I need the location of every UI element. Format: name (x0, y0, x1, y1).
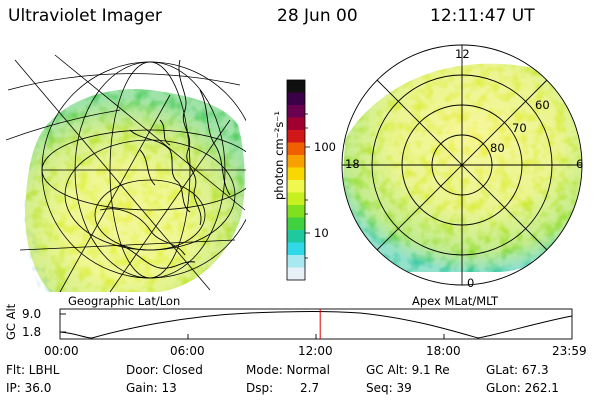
mlat-label-60: 60 (535, 98, 550, 112)
colorbar-cell (287, 117, 305, 131)
status-ip: IP: 36.0 (6, 381, 52, 395)
time-tick-2359: 23:59 (552, 344, 587, 358)
status-gc-alt: GC Alt: 9.1 Re (366, 363, 450, 377)
date-label: 28 Jun 00 (277, 6, 358, 26)
status-dsp-value: 2.7 (300, 381, 320, 395)
instrument-title: Ultraviolet Imager (8, 6, 162, 26)
colorbar-cell (287, 92, 305, 106)
colorbar-cell (287, 180, 305, 193)
time-tick-1200: 12:00 (298, 344, 333, 358)
altitude-ytick-9: 9.0 (22, 307, 42, 321)
colorbar-cell (287, 230, 305, 243)
altitude-ytick-1-8: 1.8 (22, 325, 42, 339)
status-mode: Mode: Normal (246, 363, 330, 377)
status-dsp-label: Dsp: (246, 381, 274, 395)
colorbar-cell (287, 242, 305, 256)
mlat-label-70: 70 (512, 121, 527, 135)
colorbar-cell (287, 167, 305, 181)
apex-polar-image (341, 44, 583, 286)
colorbar-cell (287, 155, 305, 168)
colorbar-cell (287, 255, 305, 268)
status-seq: Seq: 39 (366, 381, 412, 395)
mlt-label-6: 6 (576, 157, 584, 171)
colorbar-cell (287, 130, 305, 143)
colorbar-cell (287, 205, 305, 218)
colorbar-tick-100: 100 (314, 140, 336, 154)
colorbar-tick-10: 10 (314, 226, 329, 240)
status-filter: Flt: LBHL (6, 363, 60, 377)
geographic-image (6, 54, 246, 293)
time-label: 12:11:47 UT (430, 6, 535, 26)
altitude-ylabel: GC Alt (4, 303, 18, 340)
time-tick-0000: 00:00 (44, 344, 79, 358)
geographic-caption: Geographic Lat/Lon (68, 294, 181, 308)
color-scale-bar (286, 79, 310, 281)
apex-caption: Apex MLat/MLT (412, 294, 499, 308)
mlt-label-0: 0 (467, 276, 475, 290)
colorbar-cell (287, 192, 305, 206)
colorbar-cell (287, 267, 305, 281)
mlt-label-12: 12 (455, 47, 470, 61)
colorbar-cell (287, 80, 305, 93)
status-door: Door: Closed (126, 363, 203, 377)
colorbar-cell (287, 142, 305, 156)
status-glon: GLon: 262.1 (486, 381, 559, 395)
colorbar-cell (287, 105, 305, 118)
mlat-label-80: 80 (490, 141, 505, 155)
mlt-label-18: 18 (345, 157, 360, 171)
time-tick-1800: 18:00 (426, 344, 461, 358)
status-gain: Gain: 13 (126, 381, 177, 395)
colorbar-cell (287, 217, 305, 231)
time-tick-0600: 06:00 (170, 344, 205, 358)
status-glat: GLat: 67.3 (486, 363, 549, 377)
